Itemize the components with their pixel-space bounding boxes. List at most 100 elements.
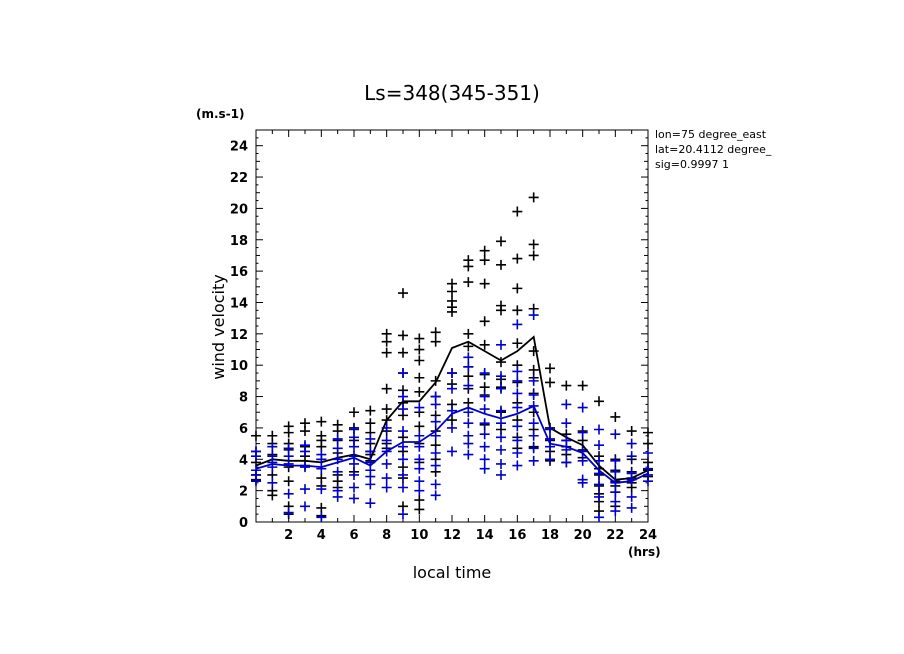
data-point [381, 473, 392, 484]
data-point [283, 458, 294, 469]
data-point [283, 476, 294, 487]
data-point [545, 424, 555, 435]
data-point [398, 482, 408, 493]
data-point [528, 430, 539, 441]
data-point [381, 347, 392, 358]
data-point [365, 498, 376, 509]
data-point [512, 319, 523, 330]
data-point [447, 368, 457, 379]
x-tick-label: 10 [410, 528, 428, 543]
data-point [283, 507, 294, 518]
data-point [594, 455, 604, 466]
data-point [561, 457, 572, 468]
y-tick-label: 24 [230, 140, 248, 155]
data-point [479, 339, 490, 350]
data-point [430, 448, 441, 459]
y-tick-label: 20 [230, 202, 248, 217]
data-point [496, 418, 506, 429]
data-point [496, 259, 506, 270]
data-point [251, 430, 261, 441]
data-point [463, 407, 474, 418]
y-tick-label: 10 [230, 359, 248, 374]
data-point [332, 466, 343, 477]
data-point [512, 283, 523, 294]
data-point [414, 485, 425, 496]
data-point [283, 427, 294, 438]
data-point [561, 435, 572, 446]
data-point [496, 444, 506, 455]
data-point [545, 363, 555, 374]
data-point [300, 446, 310, 457]
data-point [626, 426, 637, 437]
data-point [365, 446, 376, 457]
data-point [349, 441, 359, 452]
data-point [463, 397, 474, 408]
data-point [545, 454, 555, 465]
y-tick-label: 8 [239, 391, 248, 406]
data-point [479, 454, 490, 465]
data-point [414, 441, 425, 452]
data-point [512, 448, 523, 459]
data-point [463, 352, 474, 363]
data-point [496, 432, 506, 443]
data-point [496, 236, 506, 247]
data-point [512, 402, 523, 413]
data-point [381, 458, 392, 469]
data-point [594, 396, 604, 407]
series-2 [251, 310, 653, 523]
data-point [577, 455, 588, 466]
annotation-lon: lon=75 degree_east [655, 128, 767, 141]
data-point [430, 399, 441, 410]
data-point [643, 438, 653, 449]
data-point [365, 479, 376, 490]
data-point [512, 421, 523, 432]
data-point [643, 448, 653, 459]
data-point [545, 377, 555, 388]
axis-ticks [256, 130, 648, 522]
data-point [496, 469, 506, 480]
data-point [512, 460, 523, 471]
x-tick-label: 22 [606, 528, 624, 543]
tick-labels: 2 4 6 8 10 12 14 16 18 20 22 2402468101214161820222… [230, 140, 657, 543]
data-point [447, 446, 457, 457]
data-point [528, 443, 539, 454]
data-point [332, 443, 343, 454]
y-unit-label: (m.s-1) [196, 107, 245, 121]
data-point [479, 245, 490, 256]
data-point [479, 429, 490, 440]
x-tick-label: 18 [541, 528, 559, 543]
data-point [496, 357, 506, 368]
data-point [414, 344, 425, 355]
data-point [398, 288, 408, 299]
data-point [365, 418, 376, 429]
data-point [479, 278, 490, 289]
plot-frame [255, 129, 649, 523]
data-point [463, 361, 474, 372]
data-point [610, 455, 621, 466]
chart-title: Ls=348(345-351) [364, 81, 540, 105]
data-point [398, 441, 408, 452]
data-point [463, 277, 474, 288]
x-tick-label: 6 [349, 528, 358, 543]
data-point [447, 422, 457, 433]
data-point [300, 484, 310, 495]
data-point [626, 502, 637, 513]
data-point [463, 261, 474, 272]
data-point [398, 404, 408, 415]
data-point [283, 488, 294, 499]
data-point [381, 336, 392, 347]
data-point [594, 424, 604, 435]
y-tick-label: 4 [239, 453, 248, 468]
data-point [267, 441, 278, 452]
data-point [398, 391, 408, 402]
x-tick-label: 8 [382, 528, 391, 543]
data-point [316, 454, 327, 465]
x-tick-label: 12 [443, 528, 461, 543]
data-point [528, 250, 539, 261]
y-tick-label: 14 [230, 296, 248, 311]
data-point [610, 496, 621, 507]
data-point [528, 455, 539, 466]
data-point [610, 429, 621, 440]
data-point [528, 192, 539, 203]
